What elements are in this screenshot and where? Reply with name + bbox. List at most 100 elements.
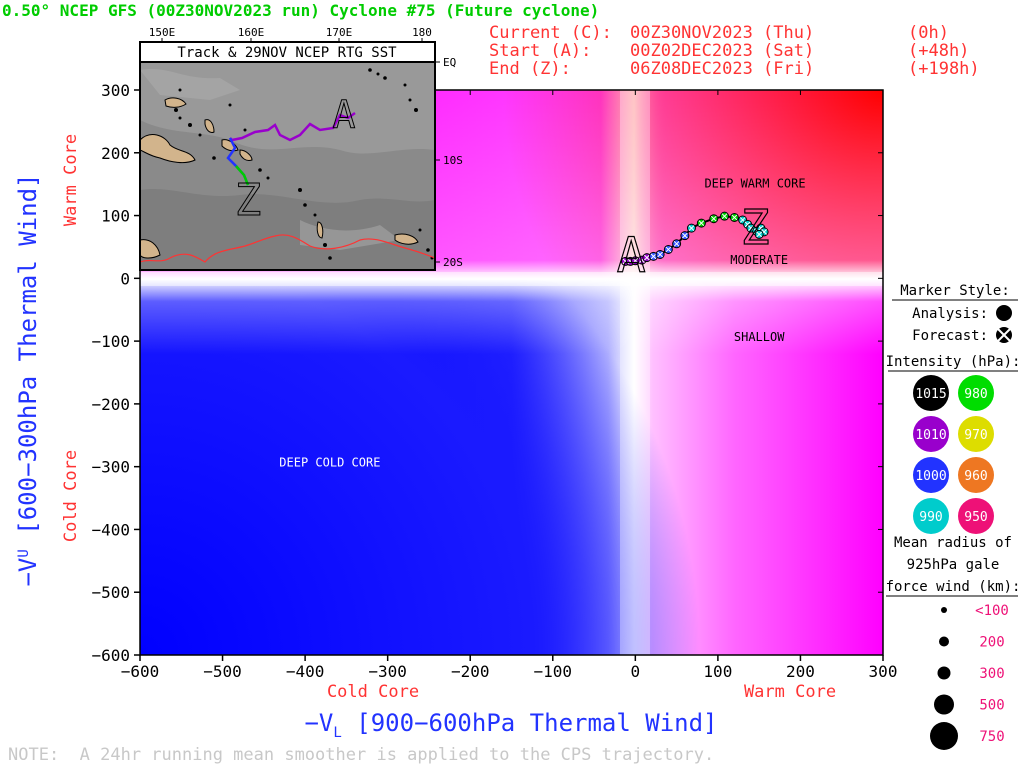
start-label: Start (A): [489,41,591,61]
inset-land-new-britain [164,97,187,108]
track-point [672,239,682,249]
x-core-label-warm: Warm Core [744,682,836,702]
intensity-value: 1000 [915,469,946,484]
end-marker-z: Z [741,200,770,256]
inset-title: Track & 29NOV NCEP RTG SST [177,45,397,61]
track-point [729,212,739,222]
legend: Marker Style: Analysis: Forecast: Intens… [886,283,1021,750]
inset-land-australia [140,239,161,259]
forecast-marker-icon [996,327,1012,343]
region-label: DEEP WARM CORE [704,176,805,190]
x-axis-title-v: −V [304,709,333,737]
region-label: DEEP COLD CORE [279,456,380,470]
radius-value: 300 [979,666,1004,682]
inset-lat-eq: EQ [443,56,456,69]
inset-track [229,111,356,142]
end-value: 06Z08DEC2023 (Fri) [630,59,814,79]
y-core-label-cold: Cold Core [61,450,81,542]
intensity-value: 1015 [915,387,946,402]
radius-value: 200 [979,635,1004,651]
radius-swatch: 500 [934,694,1005,715]
end-label: End (Z): [489,59,571,79]
y-tick-label: −100 [91,332,130,351]
x-tick-label: −300 [368,662,407,681]
y-tick-label: −600 [91,646,130,665]
radius-value: 500 [979,698,1004,714]
footer-note: NOTE: A 24hr running mean smoother is ap… [8,745,714,765]
x-tick-label: −100 [534,662,573,681]
y-tick-label: −400 [91,520,130,539]
intensity-swatch: 990 [913,498,949,534]
intensity-swatch: 960 [958,457,994,493]
intensity-value: 990 [919,510,942,525]
region-labels: DEEP WARM CORE MODERATE SHALLOW DEEP COLD C… [279,176,805,469]
radius-swatch: 750 [930,722,1005,750]
svg-text:−VL [900−600hPa Thermal Wind]: −VL [900−600hPa Thermal Wind] [304,709,717,741]
y-tick-label: −500 [91,583,130,602]
radius-legend: <100 200 300 500 750 [930,603,1009,750]
intensity-swatch: 1015 [913,375,949,411]
intensity-swatch: 1010 [913,416,949,452]
y-tick-label: −200 [91,395,130,414]
y-tick-label: 300 [101,81,130,100]
y-tick-label: 200 [101,144,130,163]
region-label: MODERATE [730,253,788,267]
y-tick-label: −300 [91,458,130,477]
region-label: SHALLOW [734,330,785,344]
radius-value: 750 [979,729,1004,745]
plot-frame [139,89,884,656]
intensity-value: 950 [964,510,987,525]
x-tick-label: 0 [631,662,641,681]
inset-lon-170: 170E [326,26,353,39]
intensity-legend: 1015 980 1010 970 1000 960 990 950 [913,375,994,534]
intensity-value: 970 [964,428,987,443]
end-hours: (+198h) [908,59,980,79]
y-axis-title-rest: [600−300hPa Thermal Wind] [14,173,42,549]
x-axis-title: −VL [900−600hPa Thermal Wind] [304,709,717,741]
start-value: 00Z02DEC2023 (Sat) [630,41,814,61]
current-hours: (0h) [908,23,949,43]
radius-title-1: Mean radius of [894,535,1012,551]
inset-map: A Z Track & 29NOV NCEP RTG SST 150E 160E… [139,26,463,271]
date-block: Current (C): 00Z30NOV2023 (Thu) (0h) Sta… [489,23,980,79]
radius-title-3: force wind (km): [886,579,1021,595]
intensity-value: 980 [964,387,987,402]
inset-land-new-caledonia [394,233,419,245]
marker-style-title: Marker Style: [900,283,1010,299]
intensity-value: 1010 [915,428,946,443]
inset-land-solomons [221,139,253,161]
track-point [709,214,719,224]
intensity-value: 960 [964,469,987,484]
y-axis-title: −VU [600−300hPa Thermal Wind] [14,173,42,586]
x-axis-title-rest: [900−600hPa Thermal Wind] [342,709,718,737]
inset-sst-contour [140,234,435,263]
y-core-label-warm: Warm Core [61,134,81,226]
x-axis: −600 −500 −400 −300 −200 −100 0 100 200 300 [121,90,898,681]
inset-start-marker: A [333,93,356,137]
x-tick-label: −500 [203,662,242,681]
intensity-swatch: 1000 [913,457,949,493]
y-tick-label: 100 [101,207,130,226]
track-point [655,249,665,259]
inset-lon-160: 160E [238,26,265,39]
inset-title-box [139,41,436,63]
radius-swatch: <100 [941,603,1009,619]
track-point [663,244,673,254]
svg-text:−VU [600−300hPa Thermal Wind]: −VU [600−300hPa Thermal Wind] [14,173,42,586]
current-value: 00Z30NOV2023 (Thu) [630,23,814,43]
start-marker-a: A [617,228,646,284]
track-point [719,211,729,221]
x-tick-label: 300 [869,662,898,681]
inset-land-vanuatu [316,221,324,239]
chart-title: 0.50° NCEP GFS (00Z30NOV2023 run) Cyclon… [2,1,599,20]
y-axis-title-sub: U [16,549,32,557]
inset-lon-150: 150E [149,26,176,39]
track-point [630,256,640,266]
intensity-swatch: 980 [958,375,994,411]
start-hours: (+48h) [908,41,969,61]
track-point [642,253,652,263]
current-label: Current (C): [489,23,612,43]
track-point [686,223,696,233]
x-tick-label: 100 [703,662,732,681]
